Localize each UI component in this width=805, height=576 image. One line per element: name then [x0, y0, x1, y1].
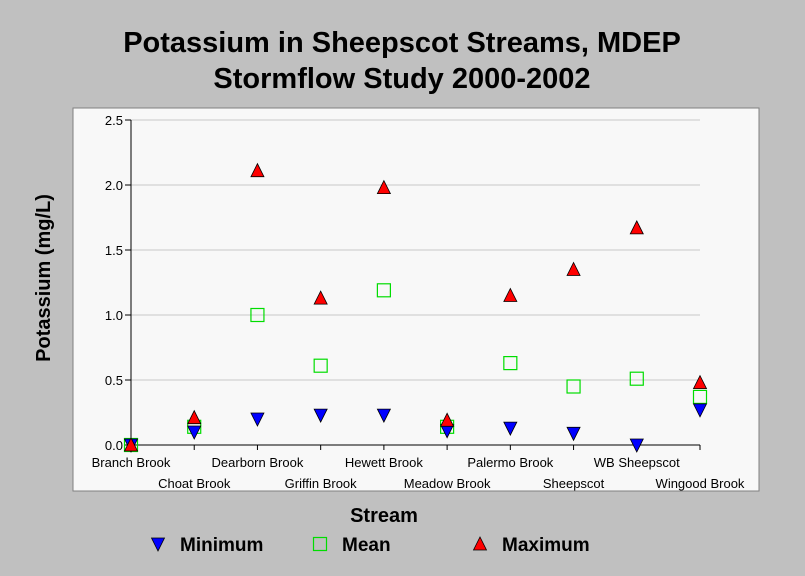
data-markers	[123, 162, 708, 453]
y-tick-label: 0.0	[105, 438, 123, 453]
y-axis-title: Potassium (mg/L)	[33, 194, 55, 362]
data-point-mean	[250, 307, 265, 323]
x-tick-label: Branch Brook	[92, 455, 171, 470]
data-point-minimum	[376, 408, 392, 423]
y-tick-label: 2.5	[105, 113, 123, 128]
data-point-maximum	[313, 290, 328, 305]
x-tick-label: Hewett Brook	[345, 455, 424, 470]
data-point-minimum	[629, 438, 644, 453]
chart-title-line-1: Potassium in Sheepscot Streams, MDEP	[123, 27, 681, 59]
legend-marker-maximum	[472, 536, 488, 551]
grid-lines	[131, 119, 700, 381]
data-point-mean	[376, 283, 391, 298]
data-point-maximum	[566, 261, 581, 276]
plot-area	[72, 107, 760, 492]
legend: Minimum Mean Maximum	[150, 535, 590, 556]
data-point-mean	[313, 358, 328, 373]
data-point-minimum	[187, 425, 202, 440]
data-point-maximum	[376, 179, 392, 195]
chart-title-line-2: Stormflow Study 2000-2002	[213, 63, 590, 95]
y-tick-label: 0.5	[105, 373, 123, 388]
y-tick-labels: 0.0 0.5 1.0 1.5 2.0 2.5	[105, 113, 123, 453]
x-tick-labels: Branch Brook Choat Brook Dearborn Brook Gri…	[92, 455, 745, 491]
y-tick-label: 1.0	[105, 308, 123, 323]
y-tick-label: 2.0	[105, 178, 123, 193]
data-point-maximum	[250, 162, 265, 178]
x-axis-title: Stream	[350, 505, 418, 527]
data-point-maximum	[692, 374, 708, 390]
data-point-maximum	[123, 437, 139, 452]
data-point-minimum	[313, 408, 328, 423]
data-point-mean	[503, 356, 518, 371]
x-tick-label: Palermo Brook	[467, 455, 553, 470]
x-tick-label: Dearborn Brook	[212, 455, 304, 470]
data-point-mean	[629, 371, 644, 386]
legend-label-mean: Mean	[342, 535, 391, 556]
data-point-maximum	[187, 409, 202, 425]
x-tick-label: Meadow Brook	[404, 476, 491, 491]
x-tick-label: Choat Brook	[158, 476, 231, 491]
y-tick-label: 1.5	[105, 243, 123, 258]
data-point-maximum	[439, 412, 455, 427]
data-point-mean	[566, 379, 581, 394]
data-point-minimum	[566, 426, 581, 442]
x-tick-label: Sheepscot	[543, 476, 605, 491]
data-point-mean	[692, 389, 708, 404]
legend-marker-minimum	[150, 537, 166, 552]
x-tick-label: Wingood Brook	[656, 476, 745, 491]
data-point-maximum	[503, 287, 518, 302]
x-tick-label: WB Sheepscot	[594, 455, 680, 470]
legend-label-minimum: Minimum	[180, 535, 263, 556]
data-point-minimum	[250, 412, 265, 427]
data-point-maximum	[629, 220, 644, 235]
x-tick-label: Griffin Brook	[285, 476, 358, 491]
legend-label-maximum: Maximum	[502, 535, 590, 556]
legend-marker-mean	[312, 536, 328, 552]
data-point-minimum	[503, 421, 518, 436]
data-point-minimum	[692, 403, 708, 418]
